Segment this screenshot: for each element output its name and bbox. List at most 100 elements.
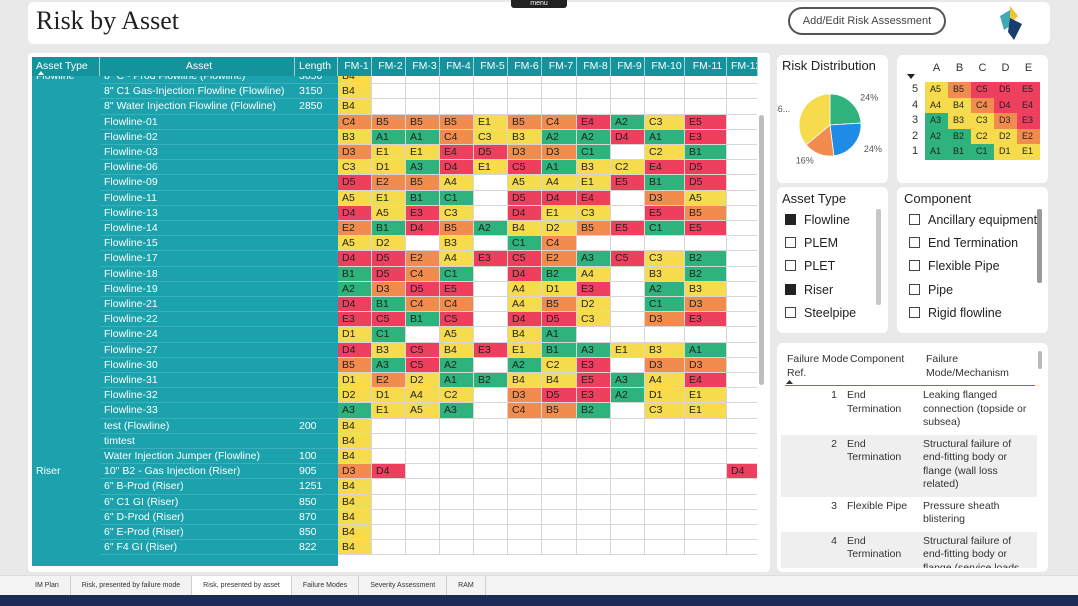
empty-cell: [727, 205, 757, 221]
checkbox[interactable]: [785, 237, 796, 249]
empty-cell: [542, 433, 577, 449]
empty-cell: [611, 312, 645, 328]
risk-cell: B4: [338, 76, 372, 85]
asset-type-cell: [32, 297, 100, 312]
empty-cell: [474, 357, 508, 373]
empty-cell: [372, 525, 406, 541]
asset-type-cell: [32, 191, 100, 206]
risk-cell: D5: [508, 190, 542, 206]
matrix-cell: A4: [925, 97, 948, 114]
risk-cell: B4: [338, 509, 372, 525]
checkbox[interactable]: [785, 283, 796, 295]
empty-cell: [372, 494, 406, 510]
length-cell: [295, 236, 338, 252]
asset-cell: Flowline-17: [100, 251, 295, 267]
checkbox[interactable]: [909, 214, 920, 225]
checkbox[interactable]: [909, 306, 920, 318]
checkbox[interactable]: [785, 260, 796, 272]
empty-cell: [611, 433, 645, 449]
empty-cell: [727, 129, 757, 145]
risk-cell: E1: [577, 175, 611, 191]
risk-cell: A5: [338, 236, 372, 252]
matrix-cell: D2: [994, 128, 1017, 145]
risk-cell: B4: [542, 373, 577, 389]
length-cell: [295, 175, 338, 191]
empty-cell: [685, 433, 727, 449]
risk-cell: B4: [338, 540, 372, 556]
page-tab[interactable]: Risk, presented by asset: [192, 576, 292, 595]
empty-cell: [727, 509, 757, 525]
menu-tab[interactable]: menu: [511, 0, 567, 8]
column-header: FM-4: [440, 57, 474, 76]
empty-cell: [577, 76, 611, 85]
checkbox[interactable]: [909, 283, 920, 295]
empty-cell: [727, 145, 757, 161]
empty-cell: [406, 76, 440, 85]
pie-slice: [829, 122, 862, 157]
matrix-row-label: 4: [911, 98, 919, 111]
risk-cell: C4: [440, 297, 474, 313]
risk-cell: D3: [645, 357, 685, 373]
risk-cell: D1: [338, 327, 372, 343]
length-cell: [295, 115, 338, 130]
empty-cell: [474, 540, 508, 556]
risk-cell: C1: [440, 266, 474, 282]
empty-cell: [372, 449, 406, 465]
table-row: 1 End Termination Leaking flanged connecti…: [781, 386, 1037, 435]
empty-cell: [611, 76, 645, 85]
add-edit-button[interactable]: Add/Edit Risk Assessment: [788, 7, 946, 35]
slicer-item[interactable]: Riser: [785, 283, 833, 297]
empty-cell: [440, 84, 474, 100]
column-header: Component: [850, 353, 905, 365]
length-cell: 100: [295, 449, 338, 465]
risk-cell: D4: [338, 342, 372, 358]
risk-cell: A2: [474, 221, 508, 237]
slicer-item[interactable]: Steelpipe: [785, 306, 856, 320]
page-tab[interactable]: Severity Assessment: [359, 576, 448, 595]
asset-cell: Flowline-09: [100, 175, 295, 191]
page-tab[interactable]: Failure Modes: [292, 576, 360, 595]
checkbox[interactable]: [785, 214, 796, 225]
slicer-item[interactable]: Rigid flowline: [909, 306, 1002, 320]
slicer-item[interactable]: Flowline: [785, 213, 850, 227]
asset-cell: Flowline-11: [100, 191, 295, 206]
empty-cell: [685, 418, 727, 434]
empty-cell: [508, 479, 542, 495]
risk-cell: B4: [338, 449, 372, 465]
empty-cell: [406, 494, 440, 510]
risk-cell: A4: [440, 175, 474, 191]
empty-cell: [611, 266, 645, 282]
empty-cell: [508, 433, 542, 449]
page-tab[interactable]: RAM: [447, 576, 486, 595]
checkbox[interactable]: [909, 237, 920, 249]
risk-cell: E3: [474, 251, 508, 267]
risk-cell: B5: [542, 403, 577, 419]
empty-cell: [685, 494, 727, 510]
slicer-item[interactable]: Ancillary equipment: [909, 213, 1037, 227]
slicer-item[interactable]: PLET: [785, 259, 835, 273]
slicer-item[interactable]: PLEM: [785, 236, 838, 250]
slicer-item[interactable]: Flexible Pipe: [909, 259, 1000, 273]
slicer-item[interactable]: Pipe: [909, 283, 953, 297]
risk-cell: D4: [727, 464, 757, 480]
ref-cell: 1: [831, 389, 837, 401]
empty-cell: [474, 190, 508, 206]
risk-cell: B3: [645, 266, 685, 282]
ref-cell: 4: [831, 534, 837, 547]
checkbox[interactable]: [909, 260, 920, 272]
empty-cell: [727, 251, 757, 267]
checkbox[interactable]: [785, 306, 796, 318]
pie-chart: 24% 24% 16% 36...: [777, 92, 882, 165]
slicer-item[interactable]: End Termination: [909, 236, 1018, 250]
matrix-column-header: C: [978, 62, 987, 74]
risk-cell: B1: [406, 312, 440, 328]
empty-cell: [611, 297, 645, 313]
empty-cell: [685, 540, 727, 556]
length-cell: [295, 327, 338, 343]
page-tab[interactable]: IM Plan: [24, 576, 71, 595]
slicer-scrollbar: [876, 209, 881, 305]
page-tab[interactable]: Risk, presented by failure mode: [71, 576, 193, 595]
empty-cell: [645, 509, 685, 525]
asset-cell: 10" B2 - Gas Injection (Riser): [100, 464, 295, 480]
risk-cell: C5: [508, 160, 542, 176]
